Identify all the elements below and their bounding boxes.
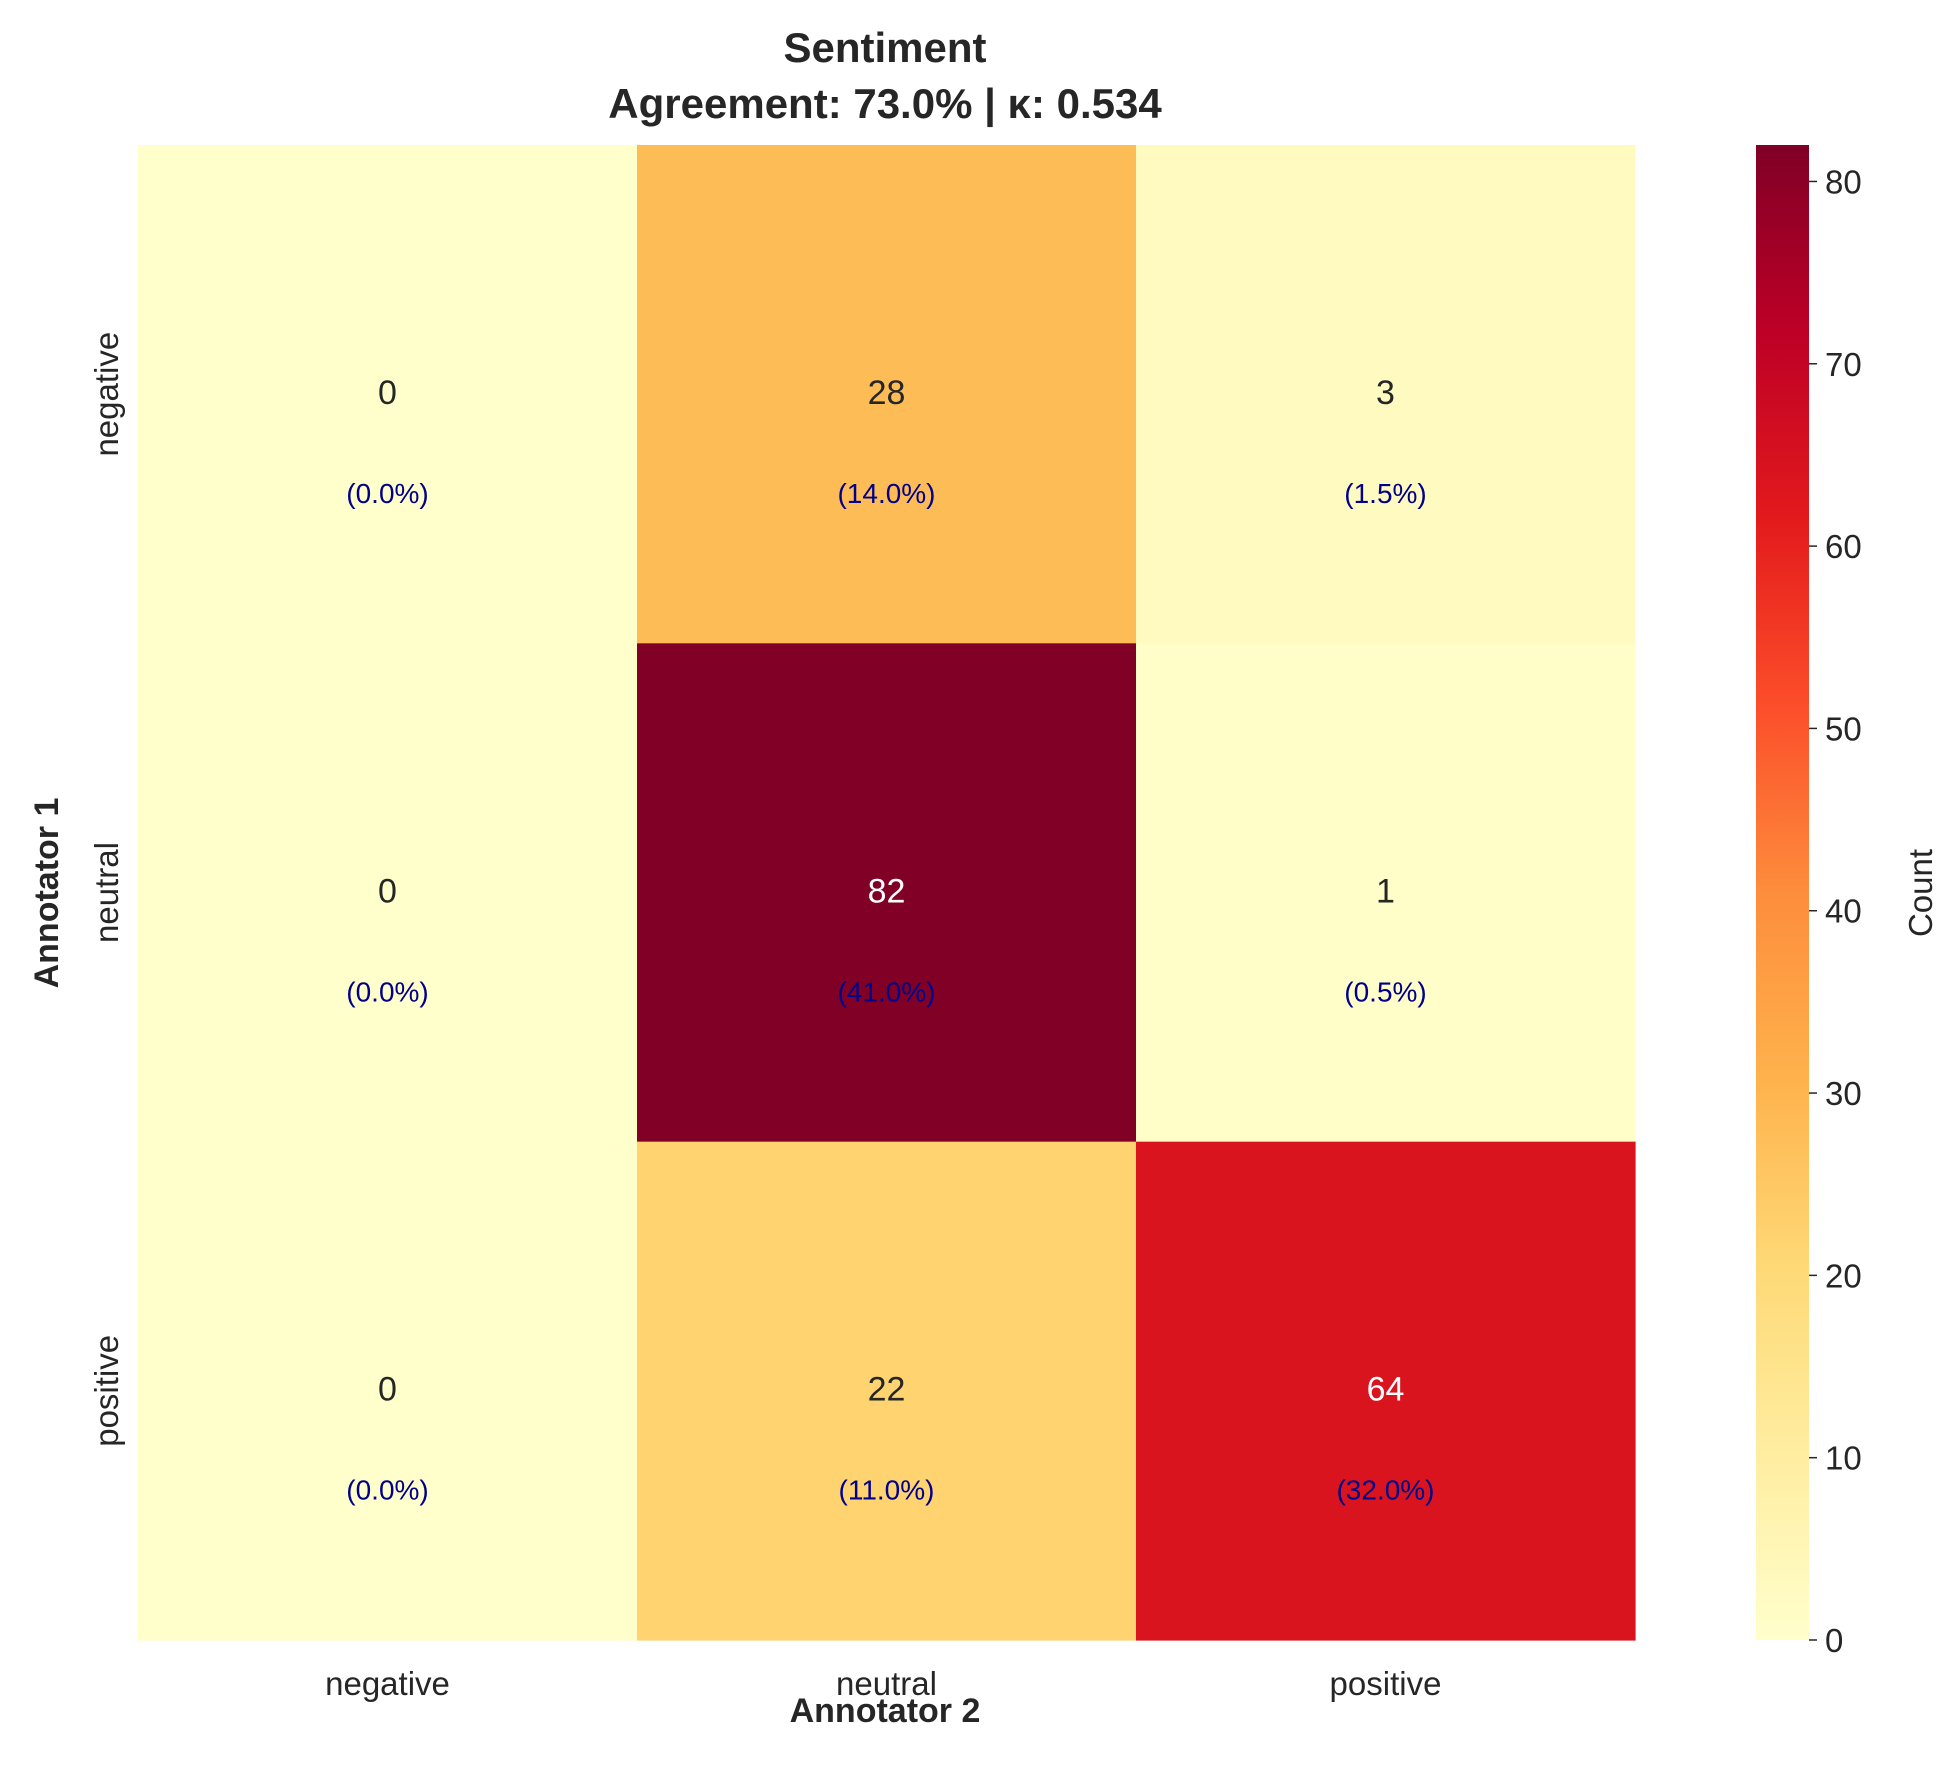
cell-count-label: 28 xyxy=(868,374,906,412)
colorbar-tick-label: 70 xyxy=(1825,346,1862,383)
heatmap-cell xyxy=(138,145,638,644)
heatmap-cell xyxy=(1136,643,1636,1143)
colorbar-ticks: 0 10 20 30 40 50 60 70 80 xyxy=(1809,163,1862,1659)
cell-count-label: 0 xyxy=(378,872,397,910)
x-tick-label: neutral xyxy=(836,1665,937,1702)
heatmap-cell xyxy=(637,1141,1137,1641)
cell-count-label: 82 xyxy=(868,872,906,910)
colorbar-tick-label: 40 xyxy=(1825,893,1862,930)
x-axis-title: Annotator 2 xyxy=(790,1692,981,1730)
cell-count-label: 0 xyxy=(378,1371,397,1409)
cell-percentage-label: (41.0%) xyxy=(837,976,935,1007)
heatmap-cell xyxy=(138,1141,638,1641)
cell-count-label: 1 xyxy=(1376,872,1395,910)
heatmap-cell xyxy=(138,643,638,1143)
cell-count-label: 22 xyxy=(868,1371,906,1409)
colorbar-tick-label: 10 xyxy=(1825,1440,1862,1477)
colorbar-tick-label: 80 xyxy=(1825,163,1862,200)
colorbar-tick-label: 60 xyxy=(1825,528,1862,565)
heatmap-cell xyxy=(637,643,1137,1143)
cell-percentage-label: (32.0%) xyxy=(1336,1475,1434,1506)
y-tick-label: neutral xyxy=(88,842,125,943)
colorbar-tick-label: 30 xyxy=(1825,1075,1862,1112)
x-tick-label: negative xyxy=(325,1665,450,1702)
cell-count-label: 3 xyxy=(1376,374,1395,412)
cell-percentage-label: (1.5%) xyxy=(1344,478,1426,509)
heatmap-cell xyxy=(637,145,1137,644)
cell-percentage-label: (0.0%) xyxy=(346,1475,428,1506)
chart-title: Sentiment xyxy=(783,24,986,71)
cell-percentage-label: (0.0%) xyxy=(346,478,428,509)
x-tick-label: positive xyxy=(1330,1665,1442,1702)
colorbar xyxy=(1756,145,1809,1640)
heatmap-cell xyxy=(1136,145,1636,644)
x-tick-labels: negative neutral positive xyxy=(325,1665,1441,1702)
cell-count-label: 0 xyxy=(378,374,397,412)
y-tick-labels: negative neutral positive xyxy=(88,332,125,1447)
cell-percentage-label: (0.0%) xyxy=(346,976,428,1007)
cell-percentage-label: (0.5%) xyxy=(1344,976,1426,1007)
heatmap-cell-labels: 0 (0.0%) 28 (14.0%) 3 (1.5%) 0 (0.0%) 82 (41.0%) 1… xyxy=(346,374,1434,1506)
y-axis-title: Annotator 1 xyxy=(28,798,66,989)
heatmap-cell xyxy=(1136,1141,1636,1641)
colorbar-tick-label: 20 xyxy=(1825,1257,1862,1294)
cell-percentage-label: (11.0%) xyxy=(839,1475,935,1506)
cell-percentage-label: (14.0%) xyxy=(837,478,935,509)
y-tick-label: negative xyxy=(88,332,125,457)
chart-subtitle: Agreement: 73.0% | κ: 0.534 xyxy=(608,80,1162,128)
cell-count-label: 64 xyxy=(1367,1371,1405,1409)
colorbar-label: Count xyxy=(1902,849,1939,937)
y-tick-label: positive xyxy=(88,1335,125,1447)
colorbar-tick-label: 0 xyxy=(1825,1622,1843,1659)
heatmap-cells xyxy=(138,145,1636,1641)
colorbar-tick-label: 50 xyxy=(1825,710,1862,747)
